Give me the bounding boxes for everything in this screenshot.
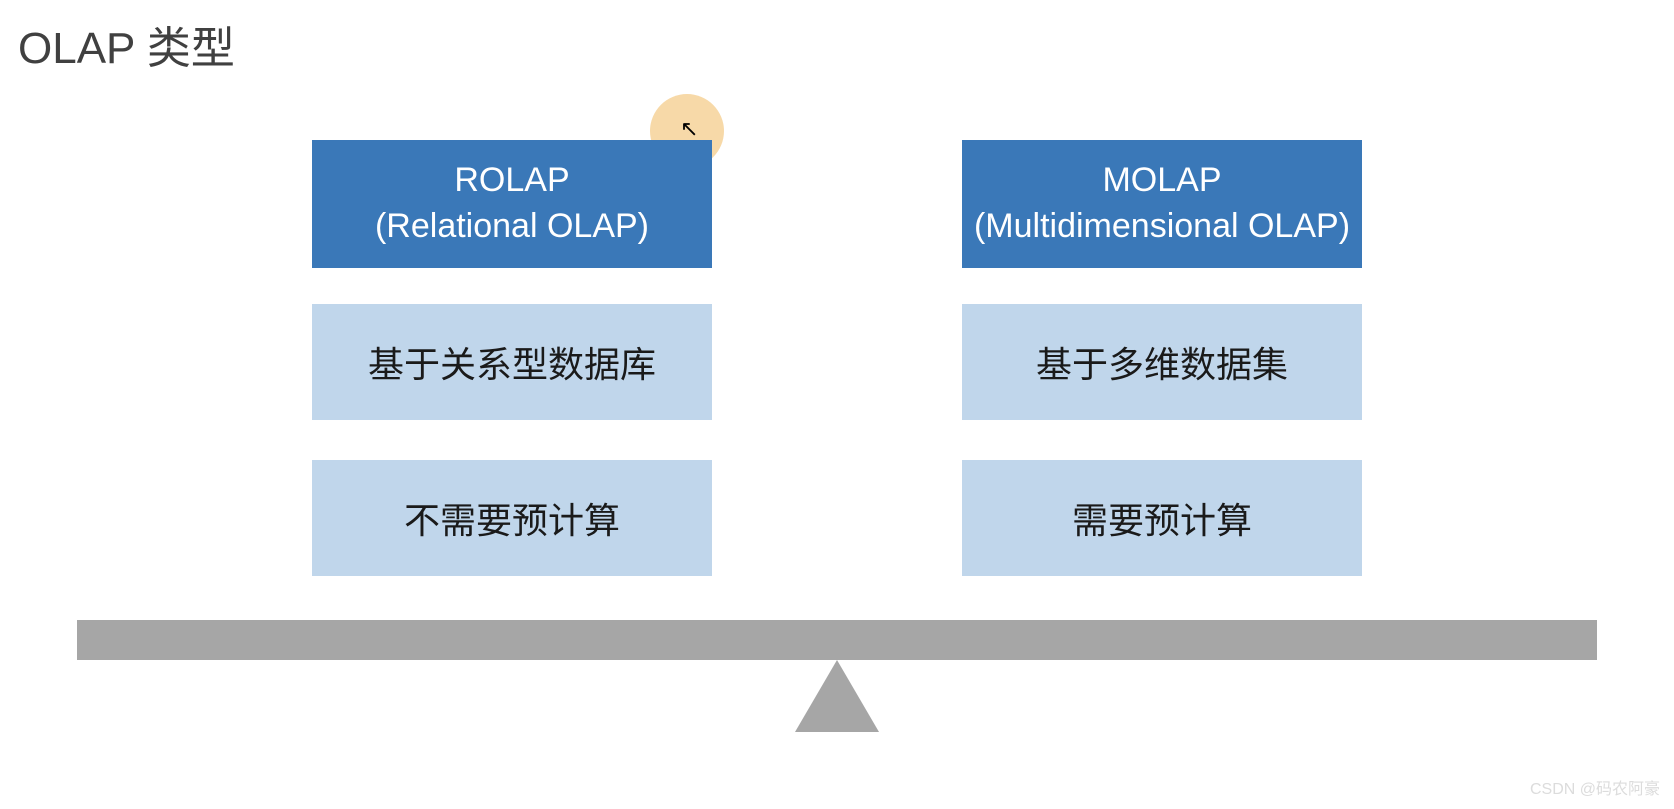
molap-header: MOLAP (Multidimensional OLAP) — [962, 140, 1362, 268]
molap-header-line1: MOLAP — [1102, 158, 1221, 204]
molap-row2: 需要预计算 — [962, 460, 1362, 576]
molap-row1: 基于多维数据集 — [962, 304, 1362, 420]
watermark: CSDN @码农阿豪 — [1530, 775, 1660, 799]
balance-bar — [77, 620, 1597, 660]
rolap-header-line2: (Relational OLAP) — [375, 204, 649, 250]
rolap-header: ROLAP (Relational OLAP) — [312, 140, 712, 268]
page-title: OLAP 类型 — [18, 12, 235, 76]
molap-header-line2: (Multidimensional OLAP) — [974, 204, 1350, 250]
comparison-columns: ROLAP (Relational OLAP) 基于关系型数据库 不需要预计算 … — [0, 140, 1674, 616]
rolap-header-line1: ROLAP — [454, 158, 569, 204]
rolap-row2: 不需要预计算 — [312, 460, 712, 576]
rolap-row1: 基于关系型数据库 — [312, 304, 712, 420]
right-column: MOLAP (Multidimensional OLAP) 基于多维数据集 需要… — [962, 140, 1362, 616]
left-column: ROLAP (Relational OLAP) 基于关系型数据库 不需要预计算 — [312, 140, 712, 616]
balance-fulcrum-icon — [795, 660, 879, 732]
